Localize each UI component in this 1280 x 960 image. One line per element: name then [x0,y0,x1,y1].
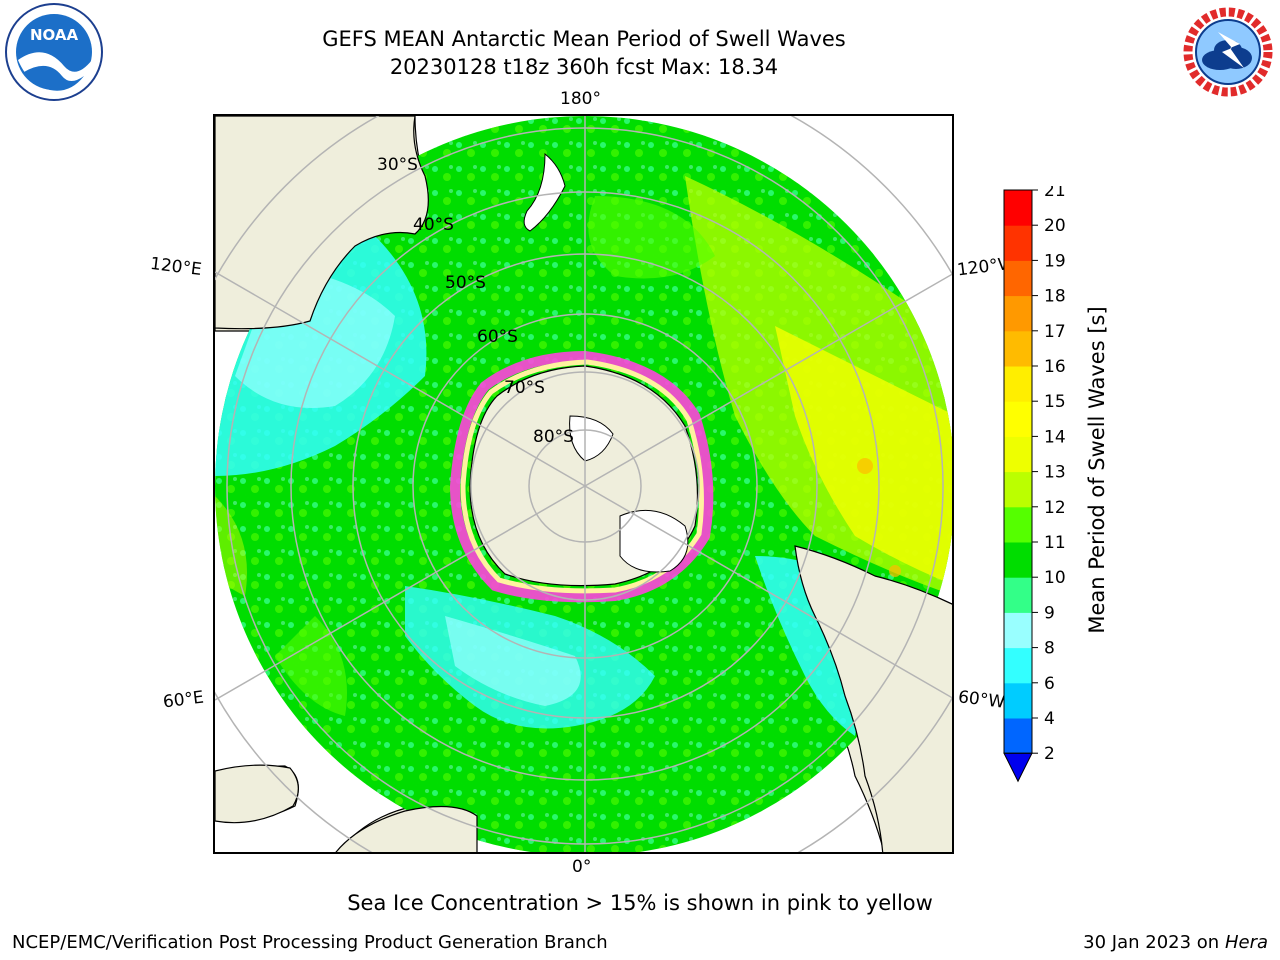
lat-label-50s: 50°S [445,273,486,293]
lon-label-120e: 120°E [148,253,203,281]
footer-date-text: 30 Jan 2023 on [1083,932,1220,953]
colorbar-bin [1004,647,1032,684]
colorbar-tick-label: 6 [1044,674,1055,694]
colorbar-tick-label: 10 [1044,568,1066,588]
new-zealand [523,152,566,232]
colorbar-bin [1004,366,1032,402]
colorbar-tick-label: 13 [1044,463,1066,483]
chart-subtitle: 20230128 t18z 360h fcst Max: 18.34 [389,55,779,79]
colorbar-tick-label: 19 [1044,251,1066,271]
colorbar-tick-label: 8 [1044,639,1055,659]
lat-label-80s: 80°S [533,427,574,447]
colorbar-bin [1004,190,1032,226]
colorbar-tick-label: 16 [1044,357,1066,377]
latitude-labels: 30°S 40°S 50°S 60°S 70°S 80°S [377,155,574,447]
colorbar-tick-label: 21 [1044,186,1066,201]
colorbar-tick-label: 18 [1044,287,1066,307]
sea-ice-caption: Sea Ice Concentration > 15% is shown in … [347,891,933,915]
colorbar-title: Mean Period of Swell Waves [s] [1085,306,1109,634]
noaa-wordmark: NOAA [30,26,79,44]
colorbar-bin [1004,330,1032,367]
colorbar-tick-label: 11 [1044,533,1066,553]
colorbar: 2 4 6 8 9 10 11 12 13 14 15 16 17 18 19 20 21 [1000,181,1080,786]
colorbar-tick-label: 20 [1044,216,1066,236]
colorbar-bin [1004,718,1032,754]
footer-machine: Hera [1224,932,1268,953]
lat-label-40s: 40°S [413,215,454,235]
colorbar-tick-label: 12 [1044,498,1066,518]
noaa-logo: NOAA [4,2,104,102]
colorbar-bin [1004,471,1032,508]
colorbar-tick-label: 15 [1044,392,1066,412]
colorbar-tick-label: 2 [1044,744,1055,764]
colorbar-tick-label: 17 [1044,322,1066,342]
colorbar-bin [1004,225,1032,261]
nws-logo [1178,2,1278,102]
footer-branch: NCEP/EMC/Verification Post Processing Pr… [12,932,608,953]
colorbar-bin [1004,436,1032,473]
colorbar-tick-label: 4 [1044,709,1055,729]
colorbar-extend-arrow [1003,752,1033,783]
lat-label-30s: 30°S [377,155,418,175]
colorbar-bin [1004,506,1032,543]
colorbar-bin [1004,612,1032,649]
colorbar-tick-label: 14 [1044,427,1066,447]
lat-label-60s: 60°S [477,327,518,347]
colorbar-bin [1004,542,1032,578]
colorbar-bin [1004,401,1032,437]
colorbar-bin [1004,682,1032,719]
colorbar-bin [1004,260,1032,297]
lat-label-70s: 70°S [504,378,545,398]
chart-title: GEFS MEAN Antarctic Mean Period of Swell… [322,27,846,51]
lon-label-60e: 60°E [161,687,205,713]
graticule [215,116,952,852]
polar-map: 30°S 40°S 50°S 60°S 70°S 80°S [213,114,954,854]
lon-label-180: 180° [560,89,601,109]
lon-label-0: 0° [572,857,592,877]
lon-label-60w: 60°W [956,687,1006,713]
colorbar-bin [1004,295,1032,332]
colorbar-tick-label: 9 [1044,603,1055,623]
footer-date: 30 Jan 2023 on Hera [1083,932,1268,953]
colorbar-bin [1004,577,1032,613]
